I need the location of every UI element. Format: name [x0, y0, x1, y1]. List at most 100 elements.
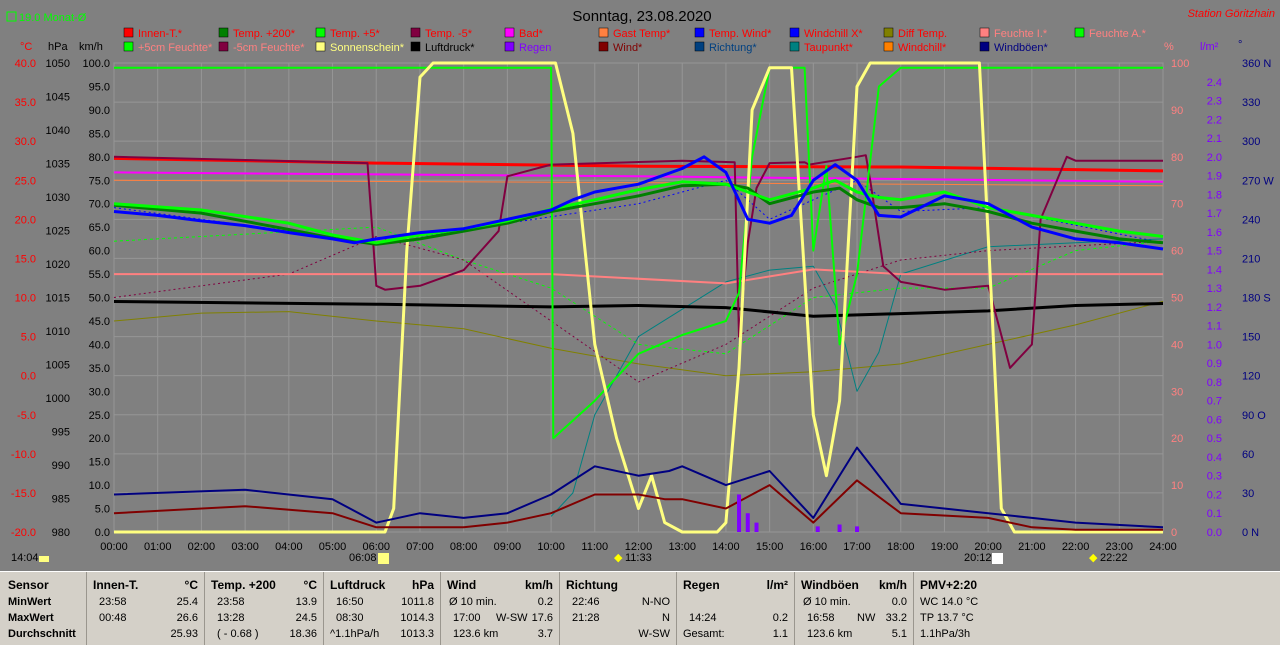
rain-bar — [745, 513, 750, 532]
regen-total: 1.1 — [772, 628, 788, 640]
legend-label: -5cm Feuchte* — [233, 42, 305, 54]
legend-label: +5cm Feuchte* — [138, 42, 213, 54]
chart-header: 19.0 Monat-Ø Sonntag, 23.08.2020 Station… — [6, 8, 1275, 53]
temp200-head: Temp. +200 — [211, 578, 276, 592]
dir-tick-label: 330 — [1242, 97, 1260, 109]
pmv-head: PMV+2:20 — [920, 578, 978, 592]
regen-max: 0.2 — [772, 612, 788, 624]
legend-swatch — [410, 27, 421, 38]
legend-label: Taupunkt* — [804, 42, 854, 54]
legend-swatch — [315, 41, 326, 52]
legend-swatch — [598, 41, 609, 52]
time-tick-label: 11:00 — [581, 541, 608, 553]
druck-unit: hPa — [411, 578, 434, 592]
legend-label: Regen — [519, 42, 551, 54]
press-tick-label: 1000 — [46, 393, 70, 405]
temp200-max: 24.5 — [295, 612, 317, 624]
press-tick-label: 995 — [52, 427, 70, 439]
rain-tick-label: 1.5 — [1207, 246, 1222, 258]
rain-bar — [855, 526, 860, 532]
stats-col-wind: Wind km/h Ø 10 min. 0.2 17:00 W-SW 17.6 … — [441, 572, 560, 645]
stats-col-innen: Innen-T. °C 23:58 25.4 00:48 26.6 25.93 — [87, 572, 205, 645]
stats-max-label: MaxWert — [8, 612, 54, 624]
legend-swatch — [979, 27, 990, 38]
press-tick-label: 1035 — [46, 159, 70, 171]
time-tick-label: 23:00 — [1106, 541, 1134, 553]
wind-tick-label: 100.0 — [82, 58, 110, 70]
wind-tick-label: 20.0 — [89, 433, 110, 445]
chart-axes: 00:00 01:00 02:00 03:00 04:00 05:00 06:00 07:00… — [11, 58, 1274, 553]
rain-tick-label: 0.0 — [1207, 527, 1222, 539]
chart-series — [113, 61, 1164, 534]
dir-tick-label: 60 — [1242, 449, 1254, 461]
temp-tick-label: 25.0 — [15, 175, 36, 187]
legend-label: Feuchte I.* — [994, 28, 1048, 40]
series-feuchte-a — [114, 66, 1163, 440]
druck-max: 1014.3 — [400, 612, 434, 624]
dir-tick-label: 300 — [1242, 136, 1260, 148]
time-tick-label: 02:00 — [188, 541, 216, 553]
wind-tick-label: 90.0 — [89, 105, 110, 117]
rain-tick-label: 2.3 — [1207, 96, 1222, 108]
wind-tick-label: 95.0 — [89, 81, 110, 93]
series-5cm-feuchte — [113, 236, 1164, 383]
moonset-icon: ◆ — [1089, 552, 1098, 564]
dir-tick-label: 270 W — [1242, 175, 1274, 187]
series-gast-temp — [113, 179, 1164, 187]
wind-tick-label: 35.0 — [89, 363, 110, 375]
innen-max-time: 00:48 — [99, 612, 127, 624]
stats-col-regen: Regen l/m² 14:24 0.2 Gesamt: 1.1 — [677, 572, 795, 645]
temp-tick-label: 20.0 — [15, 214, 36, 226]
rain-tick-label: 1.1 — [1207, 321, 1222, 333]
start-time-label: 14:04 — [11, 552, 39, 564]
press-tick-label: 990 — [52, 460, 70, 472]
time-tick-label: 13:00 — [668, 541, 696, 553]
press-tick-label: 1010 — [46, 326, 70, 338]
wind-max-dir: W-SW — [496, 612, 528, 624]
rain-bar — [815, 526, 820, 532]
time-tick-label: 22:00 — [1062, 541, 1090, 553]
rain-tick-label: 1.6 — [1207, 227, 1222, 239]
legend-label: Temp. Wind* — [709, 28, 772, 40]
time-markers: 14:04 06:08 20:12 ◆ 11:33 ◆ 22:22 — [11, 552, 1128, 564]
pct-tick-label: 30 — [1171, 386, 1183, 398]
time-tick-label: 09:00 — [494, 541, 522, 553]
legend-swatch — [694, 41, 705, 52]
rain-tick-label: 0.7 — [1207, 396, 1222, 408]
temp-tick-label: 0.0 — [21, 371, 36, 383]
legend-label: Feuchte A.* — [1089, 28, 1147, 40]
temp200-trend: ( - 0.68 ) — [217, 628, 259, 640]
legend-swatch — [883, 27, 894, 38]
moonset-label: 22:22 — [1100, 552, 1128, 564]
time-tick-label: 01:00 — [144, 541, 172, 553]
boen-min: 0.0 — [891, 596, 907, 608]
series-temp-5 — [113, 178, 1164, 245]
press-tick-label: 1050 — [46, 58, 70, 70]
press-tick-label: 1045 — [46, 92, 70, 104]
rain-tick-label: 2.1 — [1207, 133, 1222, 145]
series-temp-5 — [113, 154, 1163, 369]
legend-label: Gast Temp* — [613, 28, 671, 40]
series-taupunkt — [550, 238, 1164, 517]
legend-swatch — [123, 41, 134, 52]
start-icon — [39, 556, 49, 562]
chart-legend: Innen-T.* Temp. +200* Temp. +5* Temp. -5* Ba… — [123, 27, 1147, 54]
press-tick-label: 980 — [52, 527, 70, 539]
temp200-unit: °C — [303, 578, 317, 592]
pmv-dewpoint: TP 13.7 °C — [920, 612, 974, 624]
press-tick-label: 1030 — [46, 192, 70, 204]
dir-unit: ° — [1238, 39, 1242, 51]
wind-tick-label: 10.0 — [89, 480, 110, 492]
innen-head: Innen-T. — [93, 578, 139, 592]
wind-tick-label: 80.0 — [89, 152, 110, 164]
pmv-trend: 1.1hPa/3h — [920, 628, 971, 640]
series-5cm-feuchte — [113, 226, 1164, 355]
moonrise-icon: ◆ — [614, 552, 623, 564]
boen-head: Windböen — [801, 578, 859, 592]
pct-tick-label: 100 — [1171, 58, 1189, 70]
time-tick-label: 14:00 — [712, 541, 740, 553]
boen-avg: 5.1 — [891, 628, 907, 640]
sunrise-label: 06:08 — [349, 552, 377, 564]
time-tick-label: 06:00 — [362, 541, 390, 553]
wind-tick-label: 55.0 — [89, 269, 110, 281]
